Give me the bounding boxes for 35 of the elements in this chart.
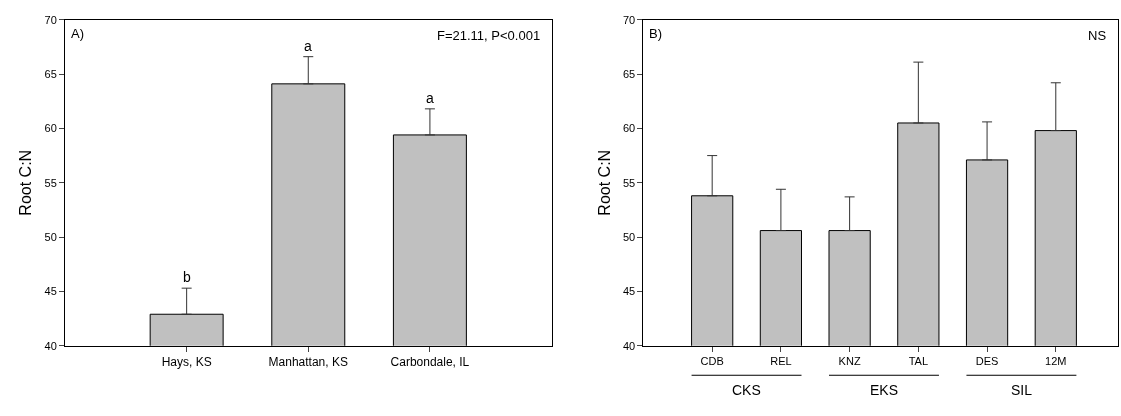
annotation: B) [649, 26, 662, 41]
y-tick-label: 45 [44, 285, 57, 298]
x-tick-label: TAL [908, 354, 929, 367]
annotation: NS [1088, 28, 1107, 43]
annotation: A) [71, 26, 84, 41]
y-tick-label: 60 [623, 122, 636, 135]
y-tick-label: 70 [623, 13, 636, 26]
y-tick-label: 60 [44, 122, 57, 135]
x-tick-label: REL [770, 354, 792, 367]
y-tick-label: 55 [623, 176, 636, 189]
text: SIL [1011, 382, 1033, 398]
annotation: a [426, 90, 434, 106]
y-tick-label: 65 [44, 67, 57, 80]
y-tick-label: 50 [623, 230, 636, 243]
y-axis-title: Root C:N [595, 149, 613, 216]
y-tick-label: 45 [623, 285, 636, 298]
y-tick-label: 70 [44, 13, 57, 26]
x-tick-label: Hays, KS [161, 355, 212, 370]
x-tick-label: Carbondale, IL [390, 355, 470, 370]
x-tick-label: DES [975, 354, 999, 367]
text: EKS [870, 382, 899, 398]
y-tick-label: 50 [44, 230, 57, 243]
y-tick-label: 40 [44, 339, 57, 352]
y-axis-title: Root C:N [17, 149, 35, 216]
x-tick-label: KNZ [838, 354, 861, 367]
y-tick-label: 65 [623, 67, 636, 80]
x-tick-label: CDB [700, 354, 724, 367]
x-tick-label: 12M [1045, 354, 1067, 367]
y-tick-label: 40 [623, 339, 636, 352]
x-tick-label: Manhattan, KS [268, 355, 348, 370]
y-tick-label: 55 [44, 176, 57, 189]
annotation: F=21.11, P<0.001 [437, 28, 541, 43]
annotation: b [183, 269, 191, 285]
text: CKS [732, 382, 761, 398]
annotation: a [304, 38, 312, 54]
